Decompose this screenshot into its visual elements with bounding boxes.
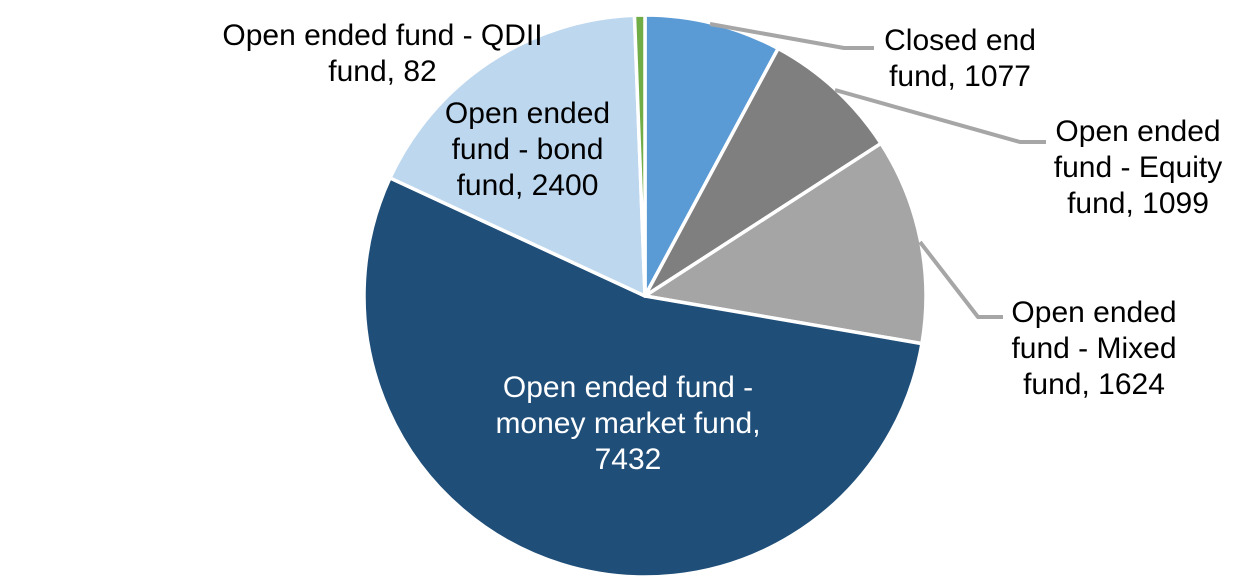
data-label-line: Open ended fund - QDII <box>222 19 543 52</box>
data-label-equity-fund: Open ended fund - Equity fund, 1099 <box>1040 114 1236 222</box>
leader-line-equity-fund <box>834 88 1046 144</box>
pie-slice-money-market-fund[interactable] <box>362 176 924 579</box>
data-label-line: fund, 82 <box>328 55 437 88</box>
pie-slices <box>362 13 928 579</box>
data-label-closed-end-fund: Closed end fund, 1077 <box>862 23 1058 95</box>
data-label-line: fund - Mixed <box>1011 332 1177 365</box>
data-label-line: fund, 1099 <box>1067 187 1209 220</box>
data-label-line: fund - Equity <box>1053 151 1223 184</box>
data-label-line: fund, 2400 <box>456 169 599 202</box>
leader-line-closed-end-fund <box>709 22 874 50</box>
data-label-line: Closed end <box>884 24 1036 57</box>
pie-slice-mixed-fund[interactable] <box>643 141 928 346</box>
data-label-line: Open ended fund - <box>502 371 754 404</box>
data-label-line: Open ended <box>444 97 611 130</box>
leader-line-mixed-fund <box>918 240 1003 319</box>
data-label-line: Open ended <box>1055 115 1221 148</box>
data-label-qdii-fund: Open ended fund - QDII fund, 82 <box>210 18 555 90</box>
data-label-money-market-fund: Open ended fund - money market fund, 743… <box>478 370 778 478</box>
data-label-mixed-fund: Open ended fund - Mixed fund, 1624 <box>998 295 1190 403</box>
pie-slice-qdii-fund[interactable] <box>632 13 647 298</box>
data-label-line: fund, 1624 <box>1023 368 1165 401</box>
data-label-line: fund, 1077 <box>889 60 1031 93</box>
pie-slice-bond-fund[interactable] <box>388 13 647 298</box>
data-label-line: Open ended <box>1011 296 1177 329</box>
data-label-line: fund - bond <box>451 133 604 166</box>
data-label-line: money market fund, <box>495 407 761 440</box>
data-label-bond-fund: Open ended fund - bond fund, 2400 <box>435 96 620 204</box>
data-label-line: 7432 <box>594 443 662 476</box>
